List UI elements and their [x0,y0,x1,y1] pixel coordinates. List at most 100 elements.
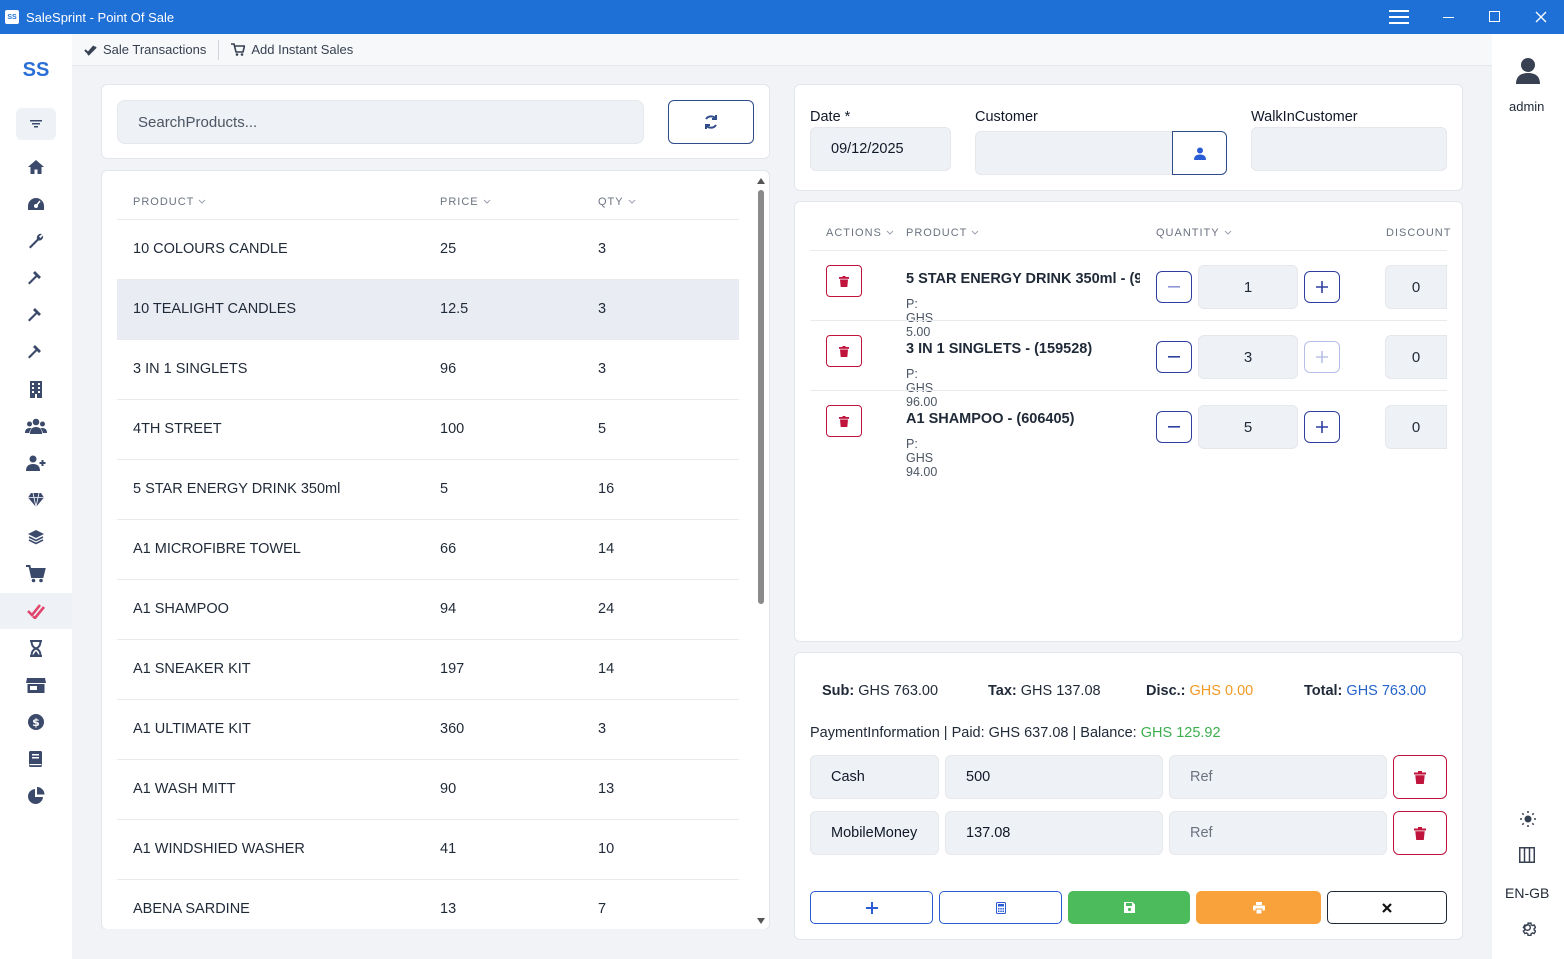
price-cell: 197 [440,661,465,677]
quantity-input[interactable]: 5 [1198,405,1298,449]
payment-method-field[interactable]: MobileMoney [810,811,939,855]
sidebar-item-pie-chart[interactable] [0,778,72,814]
sidebar-item-check-double[interactable] [0,593,72,629]
add-payment-button[interactable] [810,891,933,924]
sidebar-item-layers[interactable] [0,519,72,555]
hamburger-menu-icon[interactable] [1376,0,1422,34]
minimize-icon[interactable] [1426,0,1472,34]
sidebar-item-hourglass[interactable] [0,630,72,666]
table-row[interactable]: 3 IN 1 SINGLETS 96 3 [117,340,739,400]
columns-icon[interactable] [1519,847,1535,868]
header-qty[interactable]: QTY [598,196,636,208]
table-row[interactable]: 4TH STREET 100 5 [117,400,739,460]
quantity-input[interactable]: 3 [1198,335,1298,379]
increase-qty-button[interactable] [1304,341,1340,373]
brand-logo[interactable]: SS [22,58,50,81]
header-product[interactable]: PRODUCT [133,196,206,208]
sidebar-item-hammer[interactable] [0,334,72,370]
remove-item-button[interactable] [826,335,862,367]
header-actions[interactable]: ACTIONS [826,227,894,239]
remove-payment-button[interactable] [1393,811,1447,855]
table-row[interactable]: 5 STAR ENERGY DRINK 350ml 5 16 [117,460,739,520]
print-button[interactable] [1196,891,1321,924]
remove-item-button[interactable] [826,265,862,297]
sidebar-item-cart[interactable] [0,556,72,592]
remove-item-button[interactable] [826,405,862,437]
price-cell: 360 [440,721,465,737]
table-row[interactable]: A1 WINDSHIED WASHER 41 10 [117,820,739,880]
locale-switch[interactable]: EN-GB [1505,885,1550,901]
table-row[interactable]: 10 COLOURS CANDLE 25 3 [117,220,739,280]
price-cell: 66 [440,541,457,557]
table-row[interactable]: A1 SHAMPOO 94 24 [117,580,739,640]
customer-field[interactable] [975,131,1173,175]
sidebar-item-gem[interactable] [0,482,72,518]
tab-add-instant-sales[interactable]: Add Instant Sales [219,34,365,66]
decrease-qty-button[interactable] [1156,341,1192,373]
sidebar-item-wrench[interactable] [0,223,72,259]
walkin-customer-field[interactable] [1251,127,1447,171]
quantity-input[interactable]: 1 [1198,265,1298,309]
discount-input[interactable]: 0 [1385,335,1447,379]
user-avatar-icon[interactable] [1514,56,1542,91]
refresh-button[interactable] [668,100,754,144]
table-row[interactable]: 10 TEALIGHT CANDLES 12.5 3 [117,280,739,340]
sidebar-item-store[interactable] [0,667,72,703]
decrease-qty-button[interactable] [1156,411,1192,443]
increase-qty-button[interactable] [1304,411,1340,443]
payment-amount-field[interactable]: 500 [945,755,1163,799]
sidebar-item-home[interactable] [0,149,72,185]
discount-input[interactable]: 0 [1385,405,1447,449]
sidebar-item-user-plus[interactable] [0,445,72,481]
select-customer-button[interactable] [1172,131,1227,175]
sidebar-item-money-bag[interactable]: $ [0,704,72,740]
sidebar-item-dashboard-gauge[interactable] [0,186,72,222]
table-row[interactable]: A1 ULTIMATE KIT 360 3 [117,700,739,760]
product-search-input[interactable]: SearchProducts... [117,100,644,144]
remove-payment-button[interactable] [1393,755,1447,799]
payment-method-field[interactable]: Cash [810,755,939,799]
table-row[interactable]: A1 SNEAKER KIT 197 14 [117,640,739,700]
payment-ref-field[interactable]: Ref [1169,811,1387,855]
product-name-cell: A1 ULTIMATE KIT [133,721,251,737]
payment-ref-field[interactable]: Ref [1169,755,1387,799]
calculator-button[interactable] [939,891,1062,924]
user-name[interactable]: admin [1509,99,1545,114]
tab-sale-transactions[interactable]: Sale Transactions [72,34,218,66]
filter-toggle-button[interactable] [16,108,56,140]
discount-input[interactable]: 0 [1385,265,1447,309]
save-button[interactable] [1068,891,1190,924]
tab-label: Sale Transactions [103,42,207,57]
increase-qty-button[interactable] [1304,271,1340,303]
table-row[interactable]: A1 WASH MITT 90 13 [117,760,739,820]
payment-amount-field[interactable]: 137.08 [945,811,1163,855]
settings-gear-icon[interactable] [1519,919,1537,941]
close-icon[interactable] [1518,0,1564,34]
header-quantity[interactable]: QUANTITY [1156,227,1232,239]
sidebar-item-building[interactable] [0,371,72,407]
sidebar-item-hammer[interactable] [0,297,72,333]
maximize-icon[interactable] [1472,0,1518,34]
sun-icon[interactable] [1520,811,1536,832]
qty-cell: 13 [598,781,615,797]
minus-icon [1168,286,1180,288]
tax: Tax: GHS 137.08 [988,683,1101,699]
header-cart-product[interactable]: PRODUCT [906,227,979,239]
discount-total: Disc.: GHS 0.00 [1146,683,1254,699]
date-field[interactable]: 09/12/2025 [810,127,951,171]
products-scrollbar[interactable] [756,176,766,928]
row-divider [810,320,1447,321]
sidebar-item-hammer[interactable] [0,260,72,296]
book-icon [29,750,43,768]
cancel-button[interactable] [1327,891,1447,924]
table-row[interactable]: A1 MICROFIBRE TOWEL 66 14 [117,520,739,580]
sidebar-item-users[interactable] [0,408,72,444]
money-bag-icon: $ [27,713,45,731]
header-price[interactable]: PRICE [440,196,491,208]
sidebar-item-book[interactable] [0,741,72,777]
header-discount[interactable]: DISCOUNT [1386,227,1452,239]
product-name-cell: A1 SHAMPOO [133,601,229,617]
check-double-icon [84,44,97,56]
wrench-icon [27,232,45,250]
decrease-qty-button[interactable] [1156,271,1192,303]
